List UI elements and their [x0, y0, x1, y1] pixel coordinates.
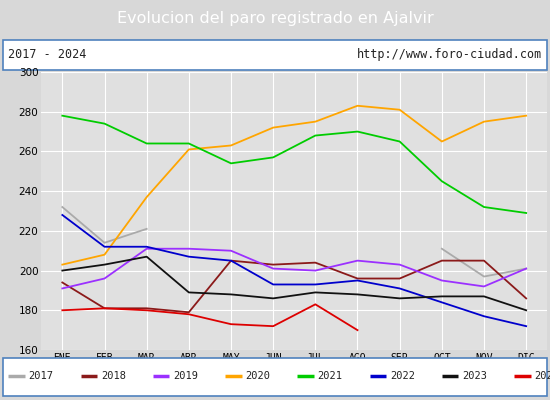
Text: http://www.foro-ciudad.com: http://www.foro-ciudad.com: [356, 48, 542, 61]
Text: 2019: 2019: [173, 371, 198, 381]
Text: 2017: 2017: [29, 371, 53, 381]
Text: 2022: 2022: [390, 371, 415, 381]
Text: 2017 - 2024: 2017 - 2024: [8, 48, 87, 61]
Text: Evolucion del paro registrado en Ajalvir: Evolucion del paro registrado en Ajalvir: [117, 12, 433, 26]
Text: 2024: 2024: [535, 371, 550, 381]
Text: 2023: 2023: [463, 371, 487, 381]
Text: 2021: 2021: [318, 371, 343, 381]
Text: 2020: 2020: [245, 371, 271, 381]
Text: 2018: 2018: [101, 371, 126, 381]
